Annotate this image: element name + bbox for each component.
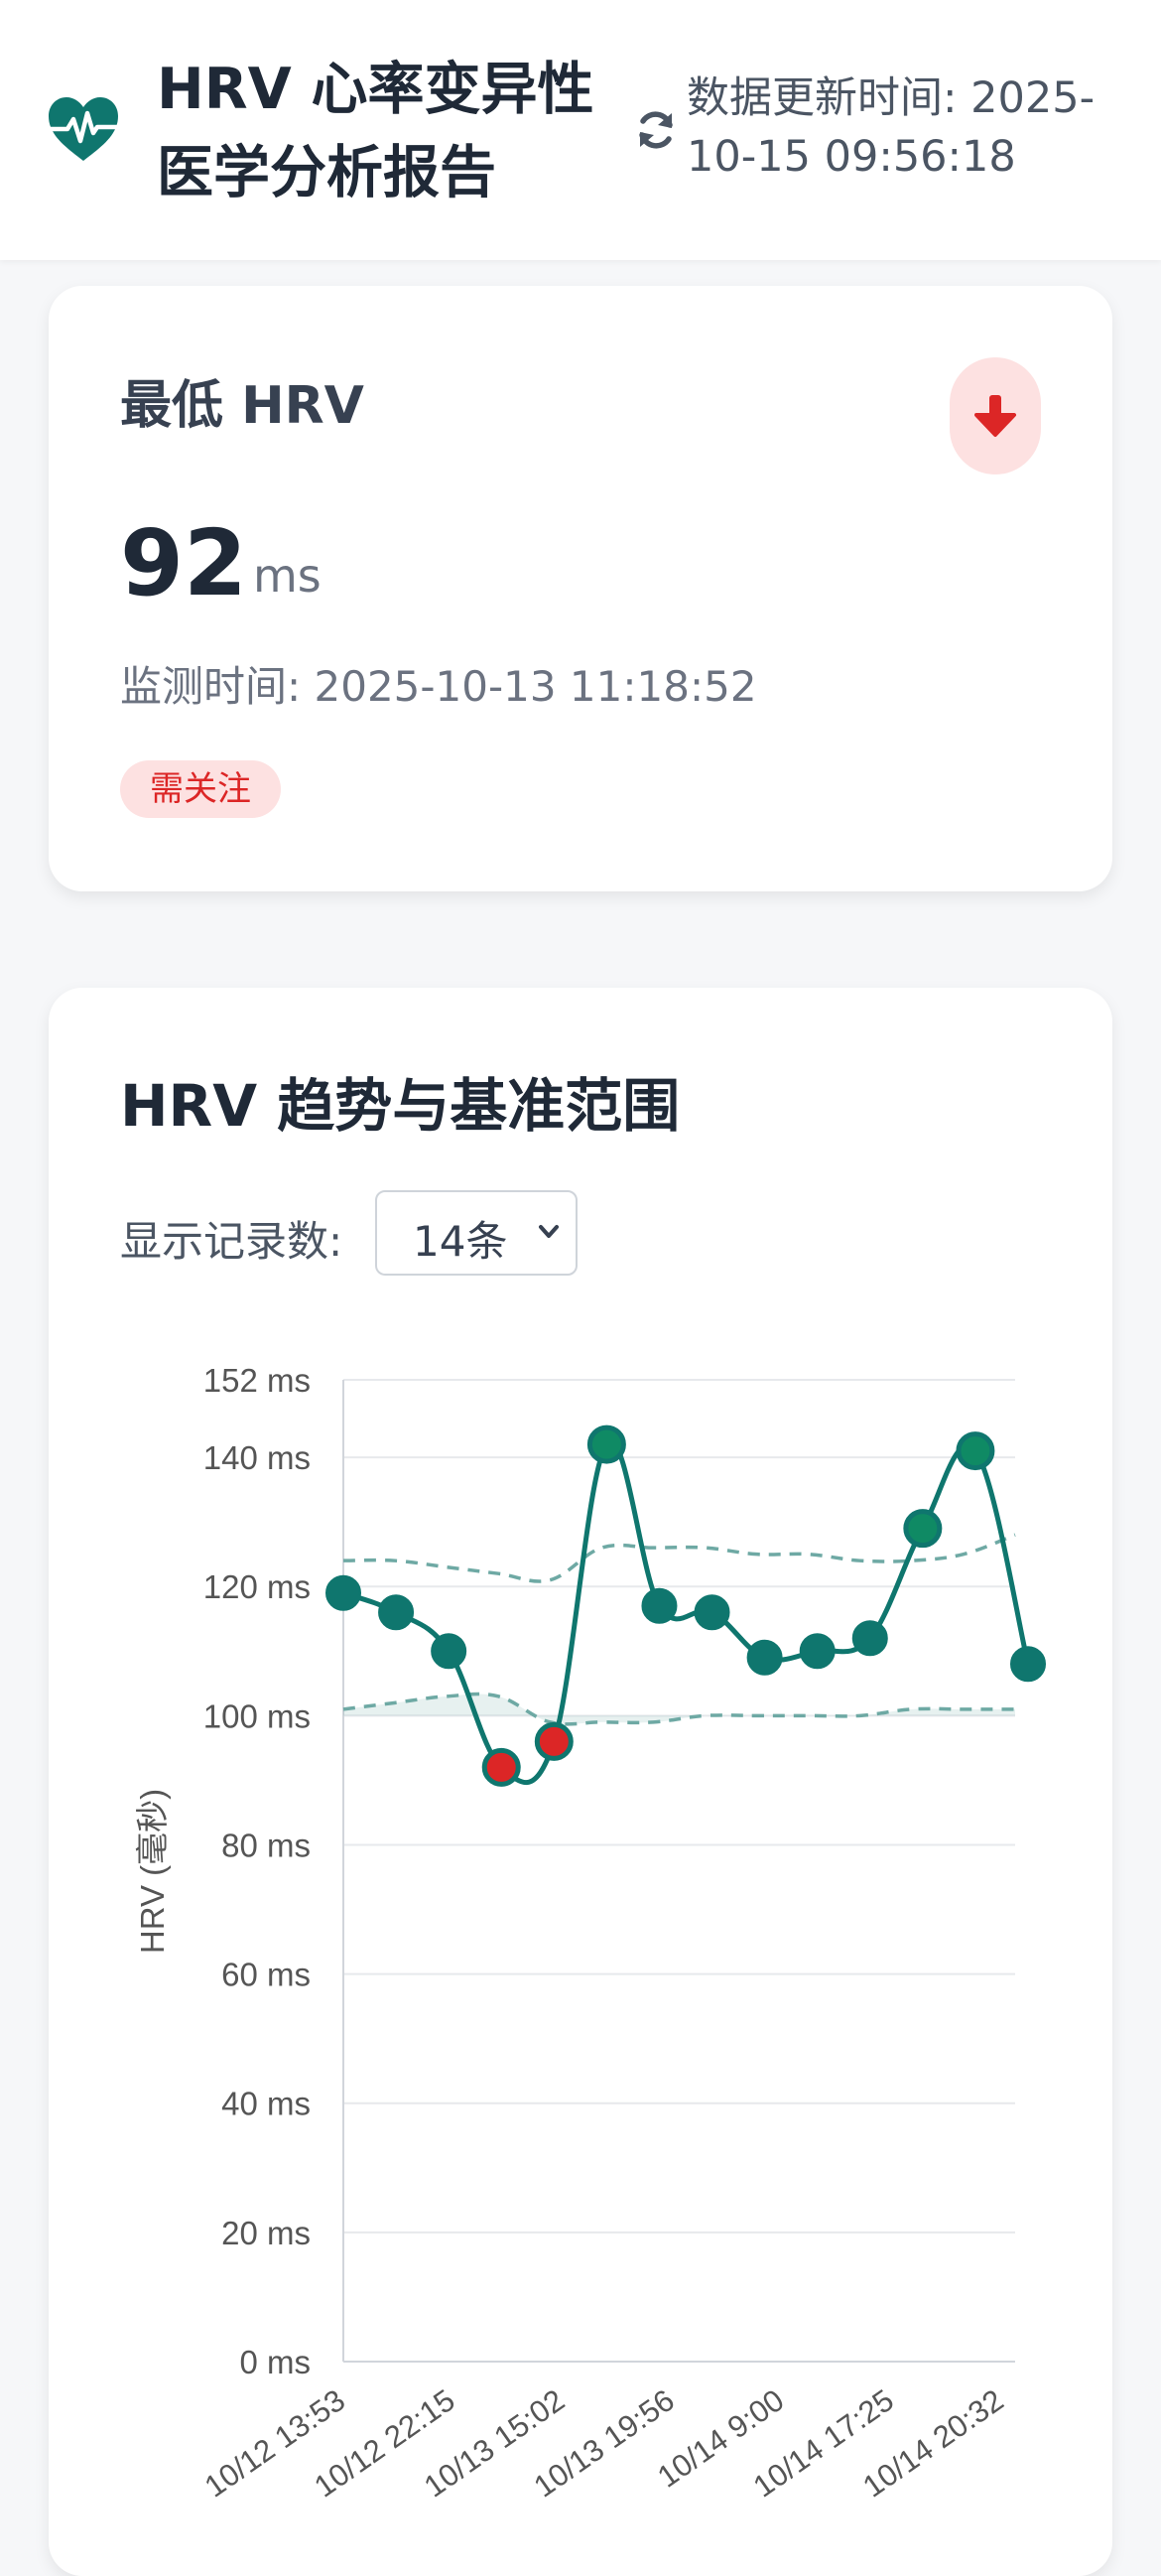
data-point-highlight bbox=[956, 1431, 995, 1471]
record-count-label: 显示记录数: bbox=[120, 1217, 343, 1266]
hrv-series-line bbox=[342, 1438, 1031, 1786]
data-point bbox=[746, 1639, 783, 1676]
data-point-alert bbox=[534, 1721, 574, 1761]
hrv-trend-chart: 0 ms 20 ms 40 ms 60 ms 80 ms 100 ms 120 ms 140 … bbox=[134, 1362, 1046, 2505]
data-point bbox=[694, 1594, 730, 1631]
record-count-select[interactable]: 14条 bbox=[375, 1190, 578, 1276]
refresh-icon[interactable] bbox=[635, 107, 677, 153]
status-badge: 需关注 bbox=[120, 760, 281, 818]
data-point-highlight bbox=[903, 1509, 943, 1549]
trend-card: HRV 趋势与基准范围 显示记录数: 14条 0 ms 20 ms 40 ms 60 … bbox=[49, 988, 1112, 2576]
y-tick-label: 60 ms bbox=[221, 1957, 311, 1993]
y-tick-label: 20 ms bbox=[221, 2215, 311, 2251]
y-tick-label: 80 ms bbox=[221, 1827, 311, 1863]
monitor-time: 监测时间: 2025-10-13 11:18:52 bbox=[120, 662, 757, 711]
app-header: HRV 心率变异性医学分析报告 数据更新时间: 2025-10-15 09:56… bbox=[0, 0, 1161, 260]
data-point bbox=[851, 1620, 888, 1657]
y-tick-label: 100 ms bbox=[203, 1697, 311, 1734]
min-hrv-card: 最低 HRV 92 ms 监测时间: 2025-10-13 11:18:52 需… bbox=[49, 286, 1112, 891]
chart-title: HRV 趋势与基准范围 bbox=[120, 1072, 681, 1140]
record-count-value: 14条 bbox=[413, 1217, 508, 1266]
min-hrv-value: 92 bbox=[120, 510, 248, 616]
data-point bbox=[431, 1633, 467, 1670]
data-point bbox=[378, 1594, 415, 1631]
min-hrv-unit: ms bbox=[253, 549, 322, 603]
baseline-upper-line bbox=[342, 1533, 1016, 1583]
heart-pulse-icon bbox=[46, 97, 121, 161]
update-timestamp: 数据更新时间: 2025-10-15 09:56:18 bbox=[687, 73, 1096, 182]
data-point bbox=[1010, 1646, 1046, 1683]
y-tick-label: 152 ms bbox=[203, 1362, 311, 1399]
data-point bbox=[325, 1574, 361, 1611]
y-tick-label: 40 ms bbox=[221, 2086, 311, 2122]
data-point-alert bbox=[481, 1747, 521, 1787]
min-hrv-label: 最低 HRV bbox=[120, 376, 364, 436]
data-point bbox=[641, 1587, 678, 1624]
chevron-down-icon bbox=[539, 1225, 559, 1238]
page-title: HRV 心率变异性医学分析报告 bbox=[157, 57, 594, 205]
baseline-lower-line bbox=[342, 1692, 1015, 1726]
y-tick-label: 140 ms bbox=[203, 1439, 311, 1476]
arrow-down-icon bbox=[974, 395, 1016, 437]
y-tick-label: 0 ms bbox=[239, 2344, 311, 2380]
data-point-highlight bbox=[586, 1424, 626, 1464]
y-tick-label: 120 ms bbox=[203, 1568, 311, 1605]
trend-badge bbox=[950, 357, 1041, 475]
y-axis-label: HRV (毫秒) bbox=[134, 1789, 171, 1954]
data-point bbox=[799, 1633, 836, 1670]
